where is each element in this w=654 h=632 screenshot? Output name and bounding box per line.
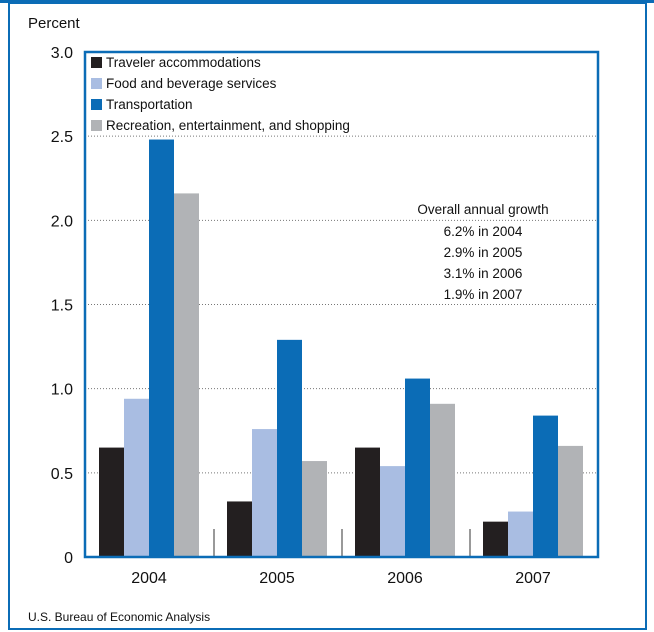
bar-2005-series-4 — [302, 461, 327, 557]
bars — [99, 139, 583, 558]
y-tick-label: 0.5 — [51, 466, 73, 483]
bar-2007-series-3 — [533, 415, 558, 557]
bar-2007-series-1 — [483, 521, 508, 557]
legend-label: Food and beverage services — [106, 76, 277, 91]
bar-2007-series-2 — [508, 511, 533, 557]
annotation-line: 6.2% in 2004 — [444, 224, 523, 239]
y-tick-label: 3.0 — [51, 45, 73, 62]
figure-frame — [8, 2, 647, 630]
bar-2006-series-4 — [430, 403, 455, 557]
legend-label: Transportation — [106, 97, 193, 112]
x-ticks: 2004 2005 2006 2007 — [131, 570, 551, 587]
growth-annotation: Overall annual growth 6.2% in 2004 2.9% in… — [417, 202, 548, 302]
legend-label: Traveler accommodations — [106, 55, 261, 70]
bar-2005-series-1 — [227, 501, 252, 557]
bar-2004-series-1 — [99, 447, 124, 557]
bar-2004-series-3 — [149, 139, 174, 558]
annotation-line: 3.1% in 2006 — [444, 266, 523, 281]
bar-2004-series-2 — [124, 398, 149, 557]
annotation-line: 1.9% in 2007 — [444, 287, 523, 302]
y-tick-label: 1.5 — [51, 298, 73, 315]
plot-area-border — [83, 50, 600, 559]
y-ticks: 0 0.5 1.0 1.5 2.0 2.5 3.0 — [51, 45, 73, 567]
legend-swatch — [91, 99, 102, 110]
bar-2007-series-4 — [558, 445, 583, 557]
bar-2005-series-3 — [277, 339, 302, 557]
legend-swatch — [91, 78, 102, 89]
legend-swatch — [91, 57, 102, 68]
y-tick-label: 0 — [64, 550, 73, 567]
bar-2006-series-1 — [355, 447, 380, 557]
y-tick-label: 2.5 — [51, 129, 73, 146]
x-category-label: 2005 — [259, 570, 295, 587]
legend-label: Recreation, entertainment, and shopping — [106, 118, 350, 133]
y-tick-label: 1.0 — [51, 382, 73, 399]
y-tick-label: 2.0 — [51, 213, 73, 230]
x-category-label: 2007 — [515, 570, 551, 587]
legend: Traveler accommodations Food and beverage… — [91, 55, 350, 133]
legend-swatch — [91, 120, 102, 131]
bar-2006-series-2 — [380, 466, 405, 557]
annotation-title: Overall annual growth — [417, 202, 548, 217]
bar-2005-series-2 — [252, 429, 277, 557]
y-axis-label: Percent — [28, 15, 81, 32]
x-category-label: 2004 — [131, 570, 167, 587]
x-category-label: 2006 — [387, 570, 423, 587]
annotation-line: 2.9% in 2005 — [444, 245, 523, 260]
bar-2006-series-3 — [405, 378, 430, 557]
source-note: U.S. Bureau of Economic Analysis — [28, 610, 211, 624]
bar-2004-series-4 — [174, 193, 199, 557]
